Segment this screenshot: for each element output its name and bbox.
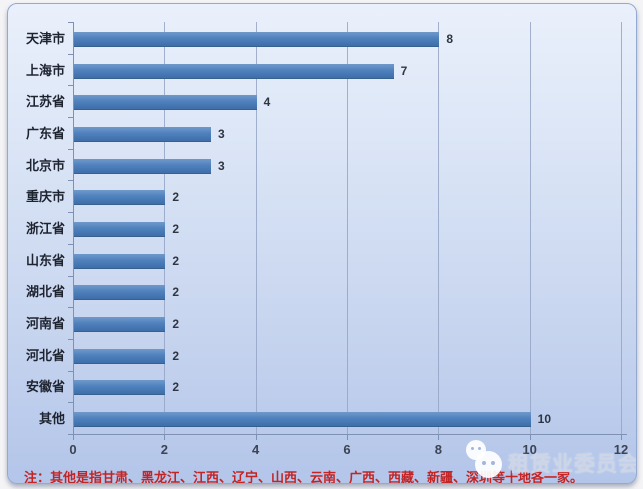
bar bbox=[74, 63, 394, 79]
x-tick-label: 12 bbox=[613, 442, 629, 457]
y-axis-tick bbox=[68, 53, 73, 55]
value-label: 2 bbox=[172, 222, 180, 236]
value-label: 8 bbox=[446, 31, 454, 46]
x-axis-tick bbox=[255, 435, 257, 440]
category-label: 浙江省 bbox=[25, 221, 65, 236]
y-axis-tick bbox=[68, 22, 73, 23]
value-label: 10 bbox=[537, 412, 552, 427]
x-axis-tick bbox=[438, 435, 440, 440]
x-tick-label: 4 bbox=[252, 442, 260, 457]
value-label: 3 bbox=[218, 158, 225, 173]
value-label: 2 bbox=[172, 190, 180, 205]
category-label: 山东省 bbox=[25, 252, 65, 268]
y-axis-tick bbox=[68, 85, 73, 87]
bar bbox=[74, 158, 211, 174]
bar bbox=[74, 126, 211, 142]
x-axis-tick bbox=[621, 435, 622, 440]
category-label: 江苏省 bbox=[25, 94, 65, 110]
y-axis-tick bbox=[68, 370, 73, 372]
value-label: 2 bbox=[172, 348, 180, 363]
y-axis-tick bbox=[68, 434, 73, 435]
value-label: 4 bbox=[263, 95, 271, 110]
chart-frame: 0 2 4 6 8 10 12 天津市 8 上海市 7 江苏省 4 广东省 3 北京市 3 重庆市 2 浙江省 2 山东省… bbox=[7, 3, 637, 484]
value-label: 2 bbox=[172, 253, 180, 268]
bar bbox=[74, 380, 166, 396]
category-label: 安徽省 bbox=[25, 379, 65, 395]
watermark-text: 租赁业委员会 bbox=[508, 453, 637, 476]
category-label: 北京市 bbox=[25, 157, 65, 173]
bar bbox=[74, 317, 166, 333]
category-label: 湖北省 bbox=[25, 284, 65, 300]
category-label: 广东省 bbox=[25, 125, 65, 141]
x-tick-label: 0 bbox=[69, 442, 77, 457]
y-axis-tick bbox=[68, 243, 73, 245]
x-tick-label: 10 bbox=[522, 442, 537, 457]
bar bbox=[74, 253, 166, 269]
gridline bbox=[347, 22, 348, 434]
x-tick-label: 8 bbox=[434, 442, 442, 457]
category-label: 天津市 bbox=[25, 30, 65, 46]
value-label: 3 bbox=[218, 126, 225, 141]
x-tick-label: 6 bbox=[343, 442, 351, 457]
y-axis-tick bbox=[68, 338, 73, 340]
category-label: 河北省 bbox=[25, 347, 65, 363]
value-label: 2 bbox=[172, 380, 180, 395]
value-label: 2 bbox=[172, 317, 180, 332]
y-axis-tick bbox=[68, 212, 73, 214]
footnote-text: 注：其他是指甘肃、黑龙江、江西、辽宁、山西、云南、广西、西藏、新疆、深圳等十地各… bbox=[24, 470, 584, 484]
category-label: 其他 bbox=[38, 411, 65, 427]
wechat-icon bbox=[475, 451, 502, 478]
x-tick-label: 2 bbox=[160, 442, 168, 457]
y-axis-tick bbox=[68, 148, 73, 150]
x-axis-tick bbox=[164, 435, 166, 440]
y-axis-tick bbox=[68, 117, 73, 119]
gridline bbox=[438, 22, 440, 434]
category-label: 河南省 bbox=[25, 316, 65, 332]
y-axis-line bbox=[73, 22, 74, 435]
x-axis-tick bbox=[73, 435, 74, 440]
category-label: 上海市 bbox=[25, 62, 65, 78]
bar bbox=[74, 31, 440, 47]
x-axis-tick bbox=[347, 435, 348, 440]
category-label: 重庆市 bbox=[25, 189, 65, 205]
y-axis-tick bbox=[68, 307, 73, 309]
value-label: 2 bbox=[172, 285, 180, 300]
watermark: 租赁业委员会 bbox=[458, 438, 637, 483]
y-axis-tick bbox=[68, 275, 73, 277]
bar bbox=[74, 412, 531, 428]
x-axis-line bbox=[69, 434, 627, 435]
bar bbox=[74, 95, 257, 111]
bar bbox=[74, 190, 166, 206]
gridline bbox=[529, 22, 531, 434]
bar bbox=[74, 285, 166, 301]
y-axis-tick bbox=[68, 402, 73, 404]
value-label: 7 bbox=[400, 63, 408, 78]
y-axis-tick bbox=[68, 180, 73, 182]
gridline bbox=[255, 22, 257, 434]
bar bbox=[74, 222, 166, 237]
bar bbox=[74, 348, 166, 364]
x-axis-tick bbox=[529, 435, 531, 440]
gridline bbox=[621, 22, 622, 434]
